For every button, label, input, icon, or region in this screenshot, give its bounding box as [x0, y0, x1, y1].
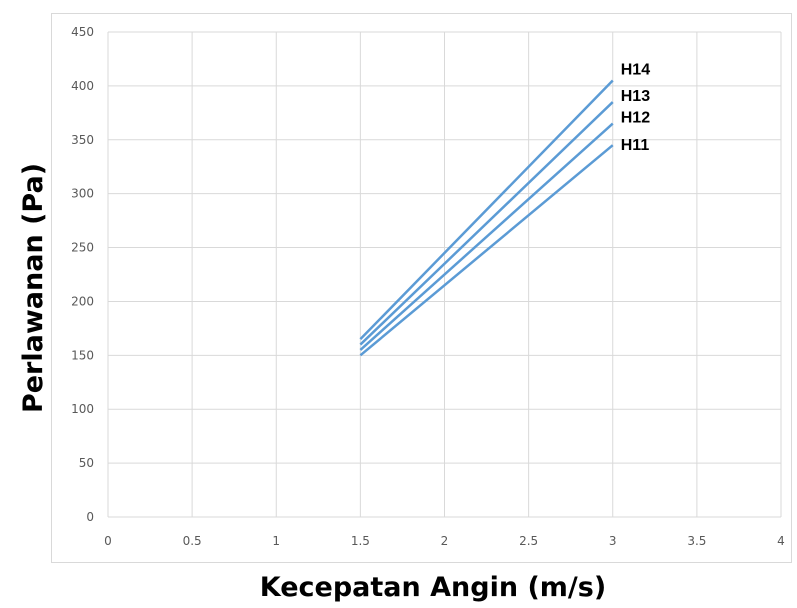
y-tick-label: 250 — [71, 241, 94, 255]
y-tick-label: 150 — [71, 348, 94, 362]
series-labels: H11 H12 H13 H14 — [621, 62, 650, 155]
x-axis-ticks: 0 0.5 1 1.5 2 2.5 3 3.5 4 — [104, 534, 785, 548]
series-label-h12: H12 — [621, 110, 650, 127]
x-tick-label: 3.5 — [687, 534, 706, 548]
grid — [107, 31, 782, 518]
y-axis-ticks: 0 50 100 150 200 250 300 350 400 450 — [71, 25, 94, 524]
x-tick-label: 0.5 — [183, 534, 202, 548]
y-tick-label: 200 — [71, 294, 94, 308]
series-label-h14: H14 — [621, 62, 650, 79]
y-tick-label: 400 — [71, 79, 94, 93]
y-axis-title: Perlawanan (Pa) — [18, 163, 49, 413]
x-tick-label: 2.5 — [519, 534, 538, 548]
y-tick-label: 300 — [71, 187, 94, 201]
series-line-h14 — [359, 79, 614, 341]
x-axis-title: Kecepatan Angin (m/s) — [260, 572, 606, 603]
y-tick-label: 50 — [79, 456, 94, 470]
y-tick-label: 450 — [71, 25, 94, 39]
x-tick-label: 1.5 — [351, 534, 370, 548]
x-tick-label: 4 — [777, 534, 785, 548]
series-label-h11: H11 — [621, 137, 650, 154]
x-tick-label: 2 — [441, 534, 449, 548]
y-tick-label: 0 — [86, 510, 94, 524]
y-tick-label: 350 — [71, 133, 94, 147]
series-label-h13: H13 — [621, 88, 650, 105]
x-tick-label: 1 — [272, 534, 280, 548]
series-line-h12 — [359, 122, 614, 351]
series-line-h11 — [359, 144, 614, 357]
series-line-h13 — [359, 101, 614, 346]
x-tick-label: 0 — [104, 534, 112, 548]
series-lines — [359, 79, 614, 357]
y-tick-label: 100 — [71, 402, 94, 416]
chart-frame — [51, 13, 792, 563]
x-tick-label: 3 — [609, 534, 617, 548]
